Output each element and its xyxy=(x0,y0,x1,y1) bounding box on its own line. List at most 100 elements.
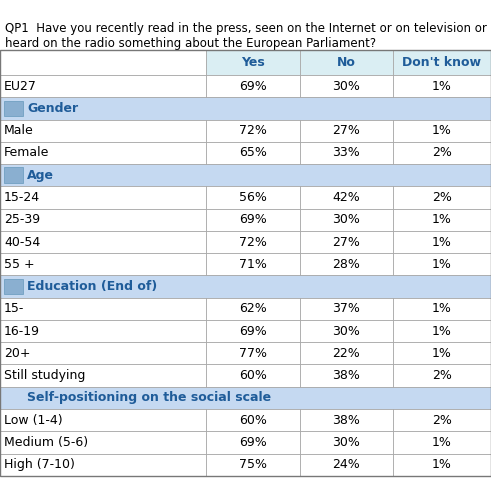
Text: 27%: 27% xyxy=(332,236,360,248)
Text: 69%: 69% xyxy=(239,80,267,92)
Text: Don't know: Don't know xyxy=(403,56,481,69)
Text: Yes: Yes xyxy=(241,56,265,69)
Bar xyxy=(393,209,491,231)
Bar xyxy=(4,279,23,294)
Text: 2%: 2% xyxy=(432,191,452,204)
Bar xyxy=(206,253,300,275)
Text: 2%: 2% xyxy=(432,414,452,426)
Bar xyxy=(393,409,491,431)
Text: 72%: 72% xyxy=(239,236,267,248)
Bar xyxy=(0,342,206,364)
Text: 60%: 60% xyxy=(239,369,267,382)
Bar xyxy=(0,320,206,342)
Text: 24%: 24% xyxy=(332,458,360,471)
Bar xyxy=(393,320,491,342)
Bar xyxy=(300,342,393,364)
Text: Low (1-4): Low (1-4) xyxy=(4,414,62,426)
Bar xyxy=(206,120,300,142)
Bar xyxy=(4,167,23,183)
Text: 30%: 30% xyxy=(332,80,360,92)
Bar xyxy=(0,97,491,120)
Text: 38%: 38% xyxy=(332,414,360,426)
Text: 77%: 77% xyxy=(239,347,267,360)
Text: High (7-10): High (7-10) xyxy=(4,458,75,471)
Bar xyxy=(0,164,491,186)
Text: Age: Age xyxy=(27,169,54,182)
Text: 1%: 1% xyxy=(432,236,452,248)
Bar xyxy=(206,142,300,164)
Text: Still studying: Still studying xyxy=(4,369,85,382)
Bar xyxy=(393,50,491,75)
Bar xyxy=(206,298,300,320)
Bar xyxy=(0,50,206,75)
Text: 27%: 27% xyxy=(332,124,360,137)
Text: 1%: 1% xyxy=(432,325,452,337)
Text: 62%: 62% xyxy=(239,302,267,315)
Bar xyxy=(0,209,206,231)
Bar xyxy=(0,231,206,253)
Bar xyxy=(0,409,206,431)
Text: Female: Female xyxy=(4,147,49,159)
Text: 1%: 1% xyxy=(432,258,452,271)
Bar xyxy=(300,409,393,431)
Text: 72%: 72% xyxy=(239,124,267,137)
Text: 1%: 1% xyxy=(432,302,452,315)
Bar xyxy=(206,320,300,342)
Text: 22%: 22% xyxy=(332,347,360,360)
Bar xyxy=(393,75,491,97)
Bar xyxy=(300,364,393,387)
Text: 30%: 30% xyxy=(332,436,360,449)
Text: 16-19: 16-19 xyxy=(4,325,40,337)
Bar xyxy=(4,101,23,116)
Text: 20+: 20+ xyxy=(4,347,30,360)
Bar xyxy=(300,431,393,454)
Text: 42%: 42% xyxy=(332,191,360,204)
Text: Male: Male xyxy=(4,124,34,137)
Bar xyxy=(393,298,491,320)
Bar xyxy=(300,120,393,142)
Text: Education (End of): Education (End of) xyxy=(27,280,157,293)
Bar xyxy=(393,231,491,253)
Text: 2%: 2% xyxy=(432,147,452,159)
Text: Gender: Gender xyxy=(27,102,78,115)
Bar xyxy=(206,431,300,454)
Text: Medium (5-6): Medium (5-6) xyxy=(4,436,88,449)
Text: 1%: 1% xyxy=(432,436,452,449)
Bar xyxy=(0,186,206,209)
Text: 30%: 30% xyxy=(332,213,360,226)
Text: 60%: 60% xyxy=(239,414,267,426)
Bar xyxy=(393,454,491,476)
Bar xyxy=(0,142,206,164)
Bar xyxy=(300,75,393,97)
Text: 30%: 30% xyxy=(332,325,360,337)
Bar xyxy=(206,186,300,209)
Text: 38%: 38% xyxy=(332,369,360,382)
Text: 1%: 1% xyxy=(432,124,452,137)
Bar xyxy=(300,50,393,75)
Text: 15-24: 15-24 xyxy=(4,191,40,204)
Bar xyxy=(0,253,206,275)
Bar xyxy=(393,142,491,164)
Bar xyxy=(300,231,393,253)
Bar xyxy=(393,253,491,275)
Bar xyxy=(300,454,393,476)
Bar xyxy=(393,120,491,142)
Text: 56%: 56% xyxy=(239,191,267,204)
Bar xyxy=(0,275,491,298)
Text: 65%: 65% xyxy=(239,147,267,159)
Bar xyxy=(300,142,393,164)
Text: 71%: 71% xyxy=(239,258,267,271)
Text: 69%: 69% xyxy=(239,325,267,337)
Text: 28%: 28% xyxy=(332,258,360,271)
Bar xyxy=(300,298,393,320)
Bar xyxy=(0,364,206,387)
Bar xyxy=(0,454,206,476)
Bar xyxy=(0,298,206,320)
Bar xyxy=(206,409,300,431)
Text: 33%: 33% xyxy=(332,147,360,159)
Text: QP1  Have you recently read in the press, seen on the Internet or on television : QP1 Have you recently read in the press,… xyxy=(5,22,487,50)
Text: 1%: 1% xyxy=(432,347,452,360)
Bar xyxy=(206,342,300,364)
Bar xyxy=(0,50,491,476)
Text: No: No xyxy=(337,56,355,69)
